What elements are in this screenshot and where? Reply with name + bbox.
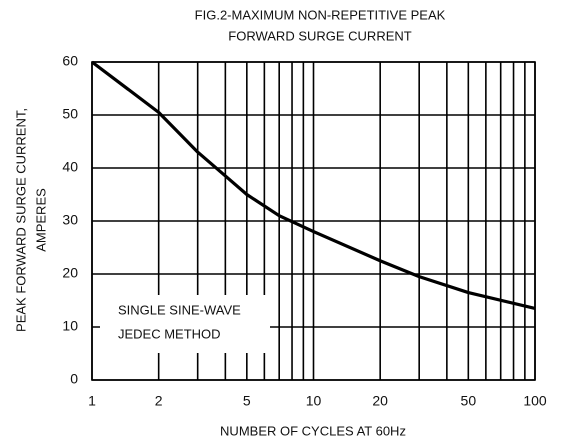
x-tick-label: 20 — [372, 393, 388, 409]
x-tick-label: 5 — [243, 393, 251, 409]
x-axis-label: NUMBER OF CYCLES AT 60Hz — [220, 423, 406, 438]
plot-frame — [91, 61, 536, 381]
y-tick-label: 10 — [62, 318, 78, 334]
chart-title: FORWARD SURGE CURRENT — [228, 28, 412, 43]
annotation: JEDEC METHOD — [118, 326, 221, 341]
x-tick-label: 10 — [306, 393, 322, 409]
data-line — [91, 60, 536, 311]
y-tick-label: 60 — [62, 53, 78, 69]
y-tick-label: 30 — [62, 212, 78, 228]
x-tick-label: 1 — [88, 393, 96, 409]
y-axis-label: AMPERES — [33, 188, 48, 252]
y-tick-label: 40 — [62, 159, 78, 175]
x-tick-label: 2 — [155, 393, 163, 409]
y-axis-label: PEAK FORWARD SURGE CURRENT, — [13, 108, 28, 332]
annotation-box — [100, 295, 270, 353]
x-tick-label: 50 — [461, 393, 477, 409]
y-tick-label: 50 — [62, 106, 78, 122]
x-tick-label: 100 — [523, 393, 547, 409]
chart-title: FIG.2-MAXIMUM NON-REPETITIVE PEAK — [195, 7, 446, 22]
annotation: SINGLE SINE-WAVE — [118, 302, 241, 317]
y-tick-label: 0 — [70, 371, 78, 387]
y-tick-label: 20 — [62, 265, 78, 281]
